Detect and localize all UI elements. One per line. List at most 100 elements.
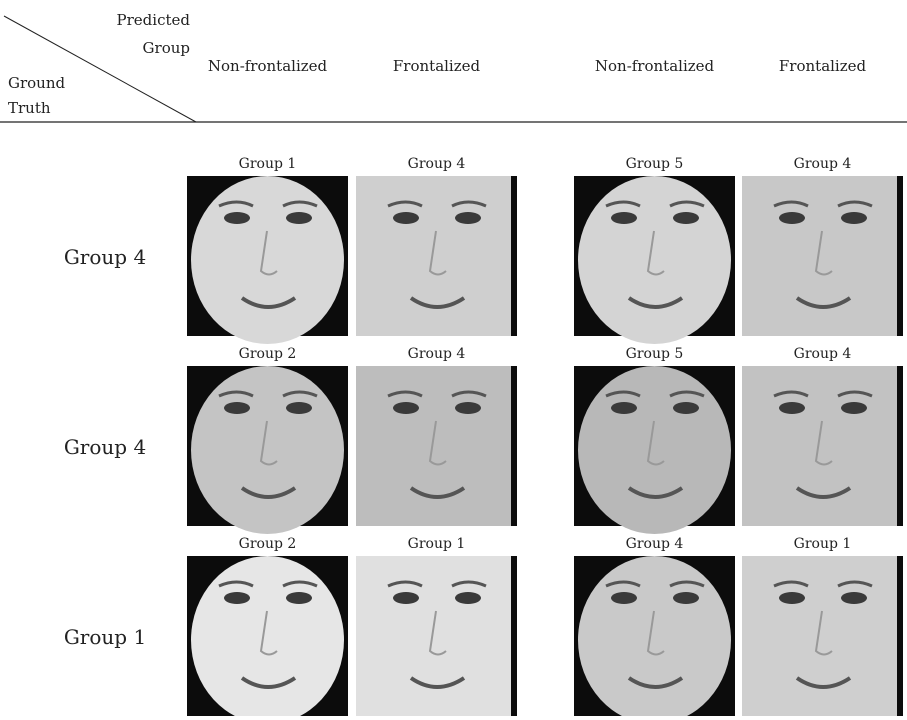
eye [673, 592, 699, 604]
eye [611, 212, 637, 224]
brow [387, 390, 487, 398]
face [356, 556, 511, 716]
face [356, 176, 511, 336]
face-image [574, 176, 735, 344]
column-header: Non-frontalized [208, 57, 328, 75]
corner-truth: Truth [8, 99, 51, 117]
face-image [356, 556, 517, 716]
eye [673, 402, 699, 414]
face [191, 176, 344, 344]
mouth [240, 486, 297, 499]
face-image [742, 366, 903, 526]
nose [814, 230, 833, 276]
eye [393, 402, 419, 414]
mouth [627, 676, 684, 689]
prediction-label: Group 4 [626, 536, 684, 552]
eye [224, 212, 250, 224]
brow [387, 580, 487, 588]
nose [646, 610, 665, 656]
mouth [240, 676, 297, 689]
prediction-label: Group 2 [239, 346, 297, 362]
eye [455, 402, 481, 414]
prediction-label: Group 5 [626, 156, 684, 172]
face-image [742, 556, 903, 716]
brow [218, 580, 318, 588]
nose [646, 230, 665, 276]
prediction-label: Group 1 [794, 536, 852, 552]
eye [393, 592, 419, 604]
nose [428, 420, 447, 466]
mouth [795, 296, 852, 309]
nose [814, 610, 833, 656]
face [742, 556, 897, 716]
nose [428, 230, 447, 276]
nose [646, 420, 665, 466]
nose [814, 420, 833, 466]
brow [605, 390, 705, 398]
row-label: Group 4 [64, 435, 146, 459]
eye [455, 212, 481, 224]
brow [773, 390, 873, 398]
face [578, 176, 731, 344]
eye [779, 592, 805, 604]
face-image [574, 366, 735, 534]
eye [841, 212, 867, 224]
eye [286, 212, 312, 224]
face [578, 366, 731, 534]
eye [224, 592, 250, 604]
brow [387, 200, 487, 208]
brow [218, 200, 318, 208]
face-image [187, 556, 348, 720]
nose [259, 610, 278, 656]
brow [218, 390, 318, 398]
mouth [409, 486, 466, 499]
mouth [409, 676, 466, 689]
face-image [356, 366, 517, 526]
face [191, 366, 344, 534]
eye [286, 592, 312, 604]
eye [611, 402, 637, 414]
column-header: Frontalized [779, 57, 867, 75]
face-image [742, 176, 903, 336]
prediction-label: Group 4 [408, 156, 466, 172]
prediction-label: Group 4 [794, 346, 852, 362]
face [742, 366, 897, 526]
eye [611, 592, 637, 604]
nose [259, 230, 278, 276]
row-label: Group 4 [64, 245, 146, 269]
eye [224, 402, 250, 414]
brow [605, 580, 705, 588]
face [742, 176, 897, 336]
face-image [187, 366, 348, 534]
mouth [627, 486, 684, 499]
corner-group: Group [143, 39, 190, 57]
brow [773, 580, 873, 588]
eye [673, 212, 699, 224]
prediction-label: Group 1 [408, 536, 466, 552]
corner-diagonal [3, 15, 197, 123]
mouth [795, 676, 852, 689]
mouth [240, 296, 297, 309]
row-label: Group 1 [64, 625, 146, 649]
face-image [356, 176, 517, 336]
nose [428, 610, 447, 656]
column-header: Frontalized [393, 57, 481, 75]
prediction-label: Group 4 [794, 156, 852, 172]
corner-ground: Ground [8, 74, 66, 92]
eye [286, 402, 312, 414]
mouth [627, 296, 684, 309]
eye [455, 592, 481, 604]
prediction-label: Group 4 [408, 346, 466, 362]
face-image [574, 556, 735, 720]
brow [605, 200, 705, 208]
eye [779, 402, 805, 414]
prediction-label: Group 2 [239, 536, 297, 552]
face [356, 366, 511, 526]
mouth [409, 296, 466, 309]
brow [773, 200, 873, 208]
eye [841, 402, 867, 414]
prediction-label: Group 5 [626, 346, 684, 362]
eye [779, 212, 805, 224]
prediction-label: Group 1 [239, 156, 297, 172]
